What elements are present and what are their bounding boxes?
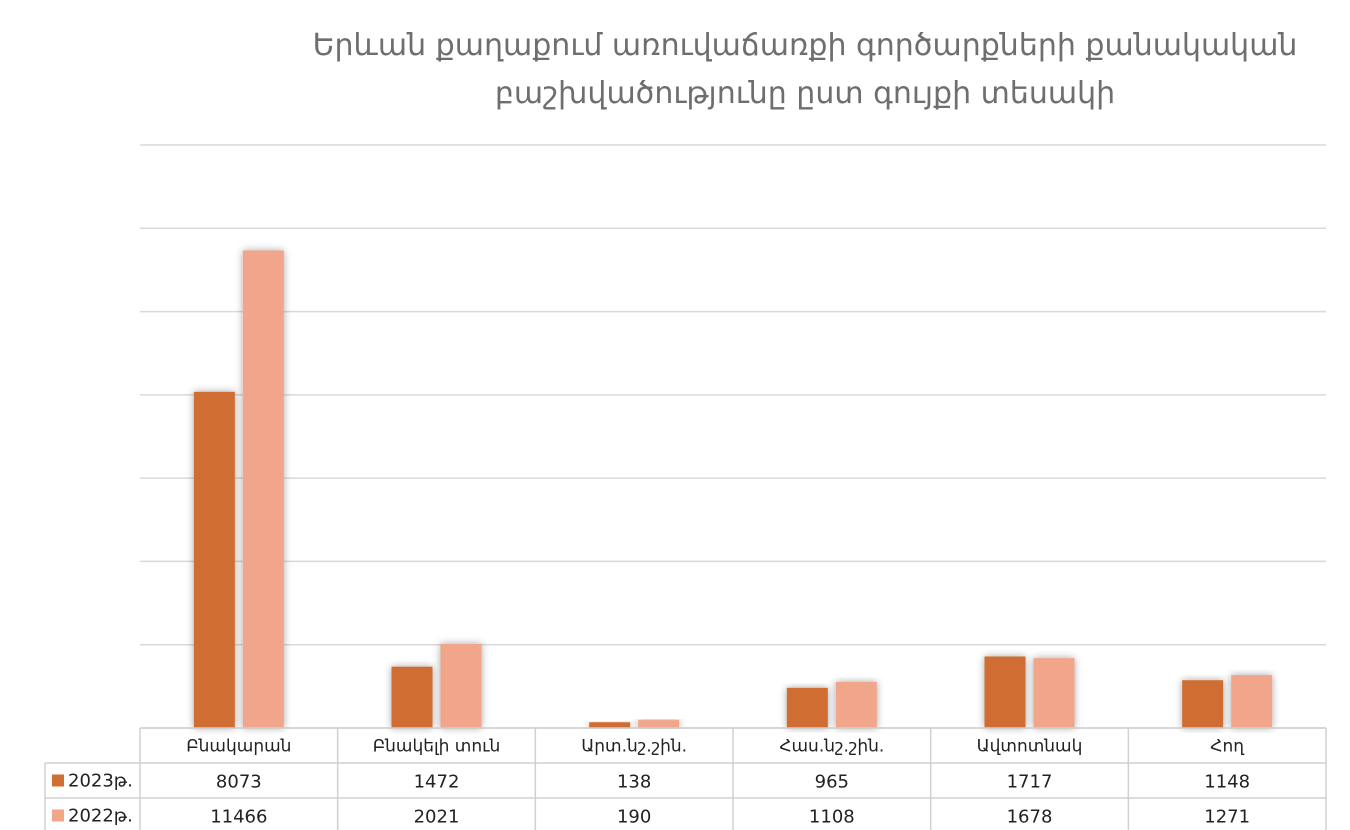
category-label: Բնակարան	[186, 737, 291, 757]
legend-label: 2023թ.	[68, 771, 133, 792]
data-value-label: 8073	[216, 772, 262, 793]
data-value-label: 1472	[414, 772, 460, 793]
category-label: Հող	[1210, 737, 1245, 757]
data-value-label: 1271	[1204, 807, 1250, 828]
legend-swatch	[52, 774, 64, 787]
bars	[193, 250, 1273, 728]
legend-label: 2022թ.	[68, 806, 133, 827]
bar	[1033, 658, 1075, 728]
data-table: Բնակարան Բնակելի տուն Արտ.նշ.շին. Հաս.նշ.շի…	[44, 727, 1327, 830]
bar	[984, 656, 1026, 728]
data-value-label: 11466	[210, 807, 267, 828]
data-value-label: 1678	[1007, 807, 1053, 828]
category-label: Հաս.նշ.շին.	[779, 737, 884, 757]
category-label: Բնակելի տուն	[373, 737, 501, 757]
bar	[1182, 680, 1224, 728]
bar	[391, 666, 433, 728]
data-value-label: 2021	[414, 807, 460, 828]
legend-swatch	[52, 809, 64, 822]
bar	[786, 687, 828, 728]
category-label: Ավտոտնակ	[977, 737, 1083, 757]
bar	[835, 681, 877, 728]
chart-title-line-2: բաշխվածությունը ըստ գույքի տեսակի	[494, 76, 1116, 111]
data-value-label: 1108	[809, 807, 855, 828]
data-value-label: 1148	[1204, 772, 1250, 793]
bar	[193, 391, 235, 728]
bar	[242, 250, 284, 728]
chart-title: Երևան քաղաքում առուվաճառքի գործարքների ք…	[240, 22, 1350, 118]
chart-title-line-1: Երևան քաղաքում առուվաճառքի գործարքների ք…	[312, 28, 1298, 63]
bar	[440, 643, 482, 728]
category-label: Արտ.նշ.շին.	[581, 737, 687, 757]
data-value-label: 190	[617, 807, 651, 828]
data-value-label: 138	[617, 772, 651, 793]
bar	[589, 722, 631, 728]
data-value-label: 965	[815, 772, 849, 793]
bar	[1231, 675, 1273, 728]
data-value-label: 1717	[1007, 772, 1053, 793]
grid-lines	[140, 144, 1326, 729]
bar	[638, 720, 680, 728]
